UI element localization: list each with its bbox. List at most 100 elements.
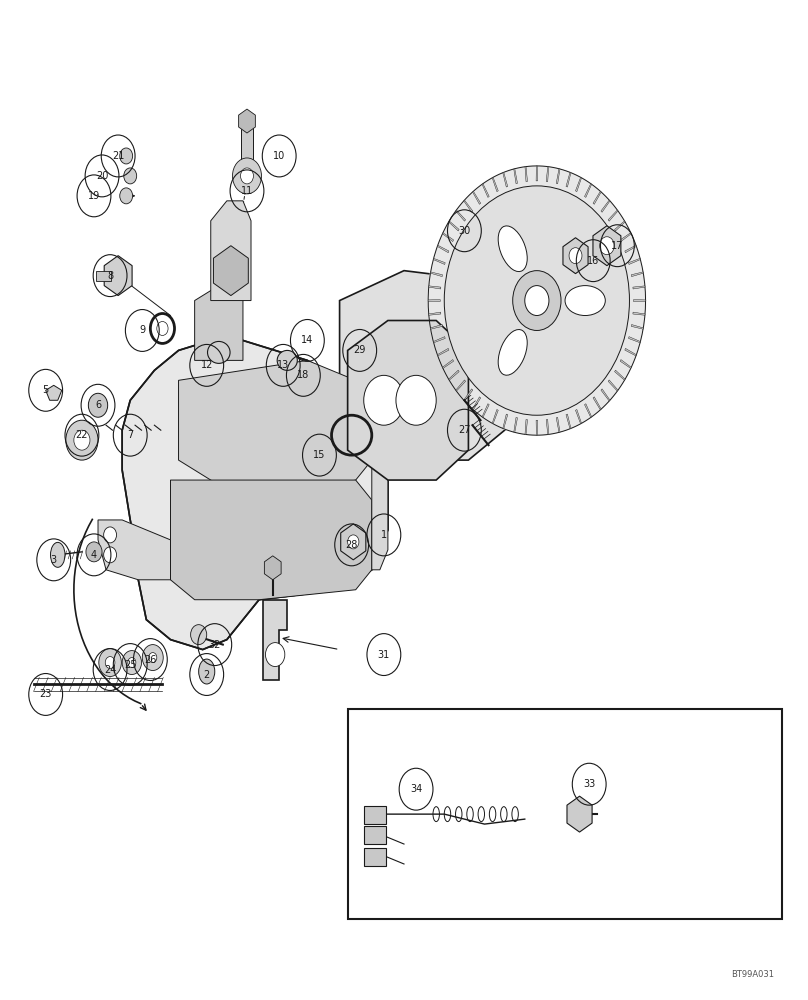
Polygon shape [437,245,449,253]
Polygon shape [433,337,445,343]
Text: 1: 1 [381,530,387,540]
Polygon shape [503,172,507,187]
Text: 17: 17 [611,241,624,251]
Text: 16: 16 [587,256,600,266]
Polygon shape [46,385,61,400]
Text: 24: 24 [104,665,116,675]
Text: 8: 8 [107,271,113,281]
Polygon shape [593,191,601,204]
Polygon shape [211,201,251,301]
Text: 5: 5 [43,385,48,395]
Circle shape [396,375,436,425]
Text: 33: 33 [583,779,595,789]
Polygon shape [170,480,372,600]
Polygon shape [482,184,489,197]
Text: 20: 20 [96,171,108,181]
Circle shape [74,430,90,450]
Text: 32: 32 [208,640,221,650]
Polygon shape [631,272,643,277]
Polygon shape [584,184,591,197]
Circle shape [233,158,262,194]
Text: 28: 28 [346,540,358,550]
Circle shape [569,248,582,264]
Circle shape [128,658,136,668]
Polygon shape [584,404,591,417]
Polygon shape [179,360,372,490]
Circle shape [191,625,207,645]
Polygon shape [546,167,549,182]
Circle shape [65,420,98,460]
Ellipse shape [51,542,65,567]
Polygon shape [593,226,621,266]
Polygon shape [608,380,618,391]
Polygon shape [122,340,388,650]
Circle shape [347,535,359,549]
Bar [96,271,111,281]
Polygon shape [443,360,453,368]
Polygon shape [428,166,646,435]
Polygon shape [514,169,518,184]
Polygon shape [631,324,643,329]
Text: 12: 12 [200,360,213,370]
Polygon shape [482,404,489,417]
Polygon shape [264,556,281,580]
Ellipse shape [499,330,528,375]
Polygon shape [372,430,388,570]
Text: BT99A031: BT99A031 [731,970,774,979]
Polygon shape [473,191,481,204]
Polygon shape [566,172,571,187]
Polygon shape [593,397,601,410]
Circle shape [124,168,137,184]
Text: 10: 10 [273,151,285,161]
Text: 14: 14 [301,335,314,345]
Polygon shape [503,414,507,429]
Polygon shape [492,409,499,424]
Text: 31: 31 [378,650,390,660]
Circle shape [513,271,561,330]
Polygon shape [608,210,618,221]
Circle shape [103,527,116,543]
Text: 11: 11 [241,186,253,196]
Polygon shape [633,312,645,315]
Polygon shape [464,200,473,212]
Polygon shape [567,796,592,832]
Circle shape [142,645,163,671]
Circle shape [157,321,168,335]
Polygon shape [536,166,537,181]
Ellipse shape [199,659,215,684]
Circle shape [86,542,102,562]
Polygon shape [536,420,537,435]
Ellipse shape [565,286,605,316]
Bar [364,806,386,824]
Polygon shape [492,177,499,192]
Ellipse shape [277,350,297,370]
Polygon shape [456,210,465,221]
Polygon shape [563,238,588,274]
Circle shape [120,188,133,204]
Text: 6: 6 [95,400,101,410]
Circle shape [600,237,614,255]
Circle shape [266,643,285,667]
Text: 2: 2 [204,670,210,680]
Polygon shape [213,246,248,296]
Polygon shape [615,221,625,231]
Text: 30: 30 [458,226,470,236]
Bar [364,826,386,844]
Polygon shape [625,245,637,253]
Polygon shape [525,167,528,182]
Polygon shape [621,233,631,242]
Polygon shape [575,409,582,424]
Polygon shape [546,419,549,435]
Circle shape [524,286,549,316]
Polygon shape [621,360,631,368]
Text: 34: 34 [410,784,423,794]
Polygon shape [456,380,465,391]
Polygon shape [629,258,641,264]
Polygon shape [341,524,366,560]
Polygon shape [556,417,560,432]
Polygon shape [433,258,445,264]
Text: 3: 3 [51,555,57,565]
Text: 22: 22 [76,430,88,440]
Text: 13: 13 [277,360,289,370]
Polygon shape [514,417,518,432]
